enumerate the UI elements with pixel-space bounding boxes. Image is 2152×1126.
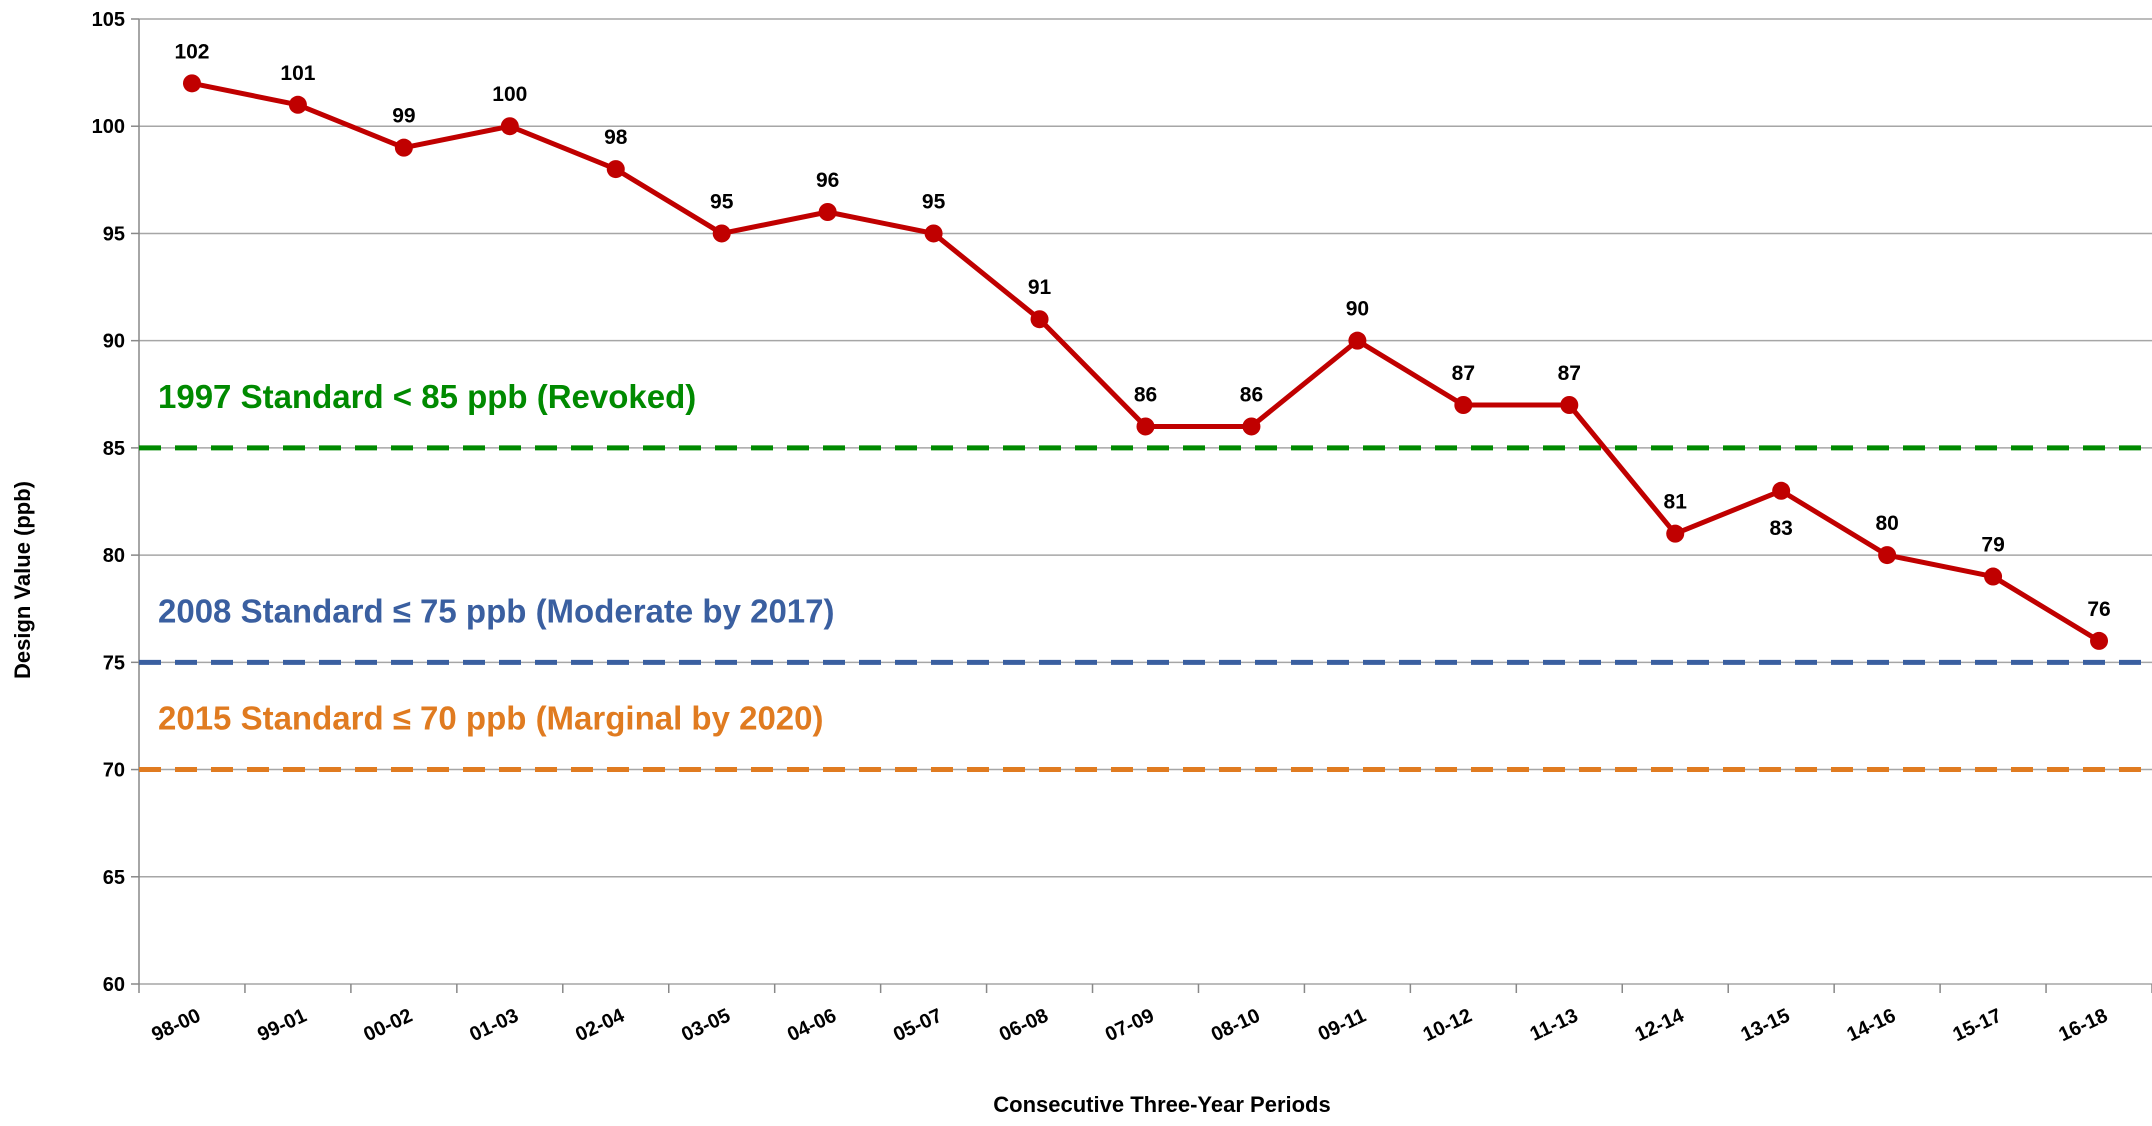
reference-label: 2015 Standard ≤ 70 ppb (Marginal by 2020… — [158, 700, 824, 737]
data-point — [500, 117, 519, 136]
data-point — [924, 224, 943, 243]
data-label: 102 — [174, 40, 209, 63]
data-label: 87 — [1558, 362, 1581, 385]
series-line — [191, 80, 2101, 644]
y-tick-label: 80 — [103, 545, 125, 567]
data-point — [288, 95, 307, 114]
y-tick-label: 105 — [92, 9, 125, 31]
data-label: 79 — [1981, 534, 2004, 557]
x-tick-label: 02-04 — [572, 1004, 628, 1046]
data-label: 95 — [710, 190, 734, 213]
x-tick-label: 11-13 — [1527, 1005, 1582, 1046]
x-tick-label: 04-06 — [784, 1005, 840, 1047]
data-point — [712, 224, 731, 243]
x-tick-label: 16-18 — [2055, 1005, 2111, 1047]
data-label: 86 — [1134, 383, 1157, 406]
y-tick-label: 65 — [103, 867, 125, 889]
x-tick-label: 12-14 — [1632, 1004, 1688, 1046]
x-tick-label: 03-05 — [678, 1005, 734, 1047]
reference-label: 1997 Standard < 85 ppb (Revoked) — [158, 378, 696, 415]
x-tick-label: 10-12 — [1420, 1005, 1476, 1047]
data-label: 101 — [280, 62, 315, 85]
data-point — [1666, 524, 1685, 543]
data-point — [1878, 546, 1897, 565]
data-label: 87 — [1452, 362, 1475, 385]
x-tick-label: 06-08 — [996, 1005, 1052, 1047]
data-point — [818, 203, 837, 221]
data-point — [1772, 481, 1791, 500]
x-tick-label: 14-16 — [1844, 1005, 1900, 1047]
data-point — [606, 160, 625, 179]
data-label: 96 — [816, 169, 839, 192]
x-tick-label: 09-11 — [1315, 1005, 1370, 1046]
data-label: 81 — [1664, 491, 1688, 514]
data-label: 99 — [392, 105, 415, 128]
x-tick-label: 00-02 — [360, 1005, 416, 1047]
data-label: 98 — [604, 126, 628, 149]
x-tick-label: 08-10 — [1208, 1005, 1264, 1047]
data-label: 76 — [2087, 598, 2110, 621]
data-point — [182, 74, 201, 93]
data-label: 95 — [922, 190, 946, 213]
y-tick-label: 95 — [103, 223, 125, 245]
data-point — [2090, 631, 2109, 650]
data-point — [394, 138, 413, 157]
reference-label: 2008 Standard ≤ 75 ppb (Moderate by 2017… — [158, 592, 835, 629]
y-tick-label: 100 — [92, 116, 125, 138]
y-tick-label: 75 — [103, 652, 125, 674]
data-label: 83 — [1770, 517, 1793, 540]
y-tick-label: 70 — [103, 760, 125, 782]
data-point — [1030, 310, 1049, 329]
data-label: 86 — [1240, 383, 1263, 406]
data-label: 100 — [492, 83, 527, 106]
x-axis-label: Consecutive Three-Year Periods — [993, 1092, 1330, 1117]
data-point — [1242, 417, 1261, 436]
data-label: 90 — [1346, 298, 1369, 321]
y-tick-label: 85 — [103, 438, 125, 460]
data-point — [1136, 417, 1155, 436]
data-point — [1348, 331, 1367, 350]
data-point — [1454, 396, 1473, 414]
y-tick-label: 60 — [103, 974, 125, 996]
x-tick-label: 13-15 — [1738, 1005, 1794, 1047]
y-axis-label: Design Value (ppb) — [10, 481, 35, 679]
x-tick-label: 15-17 — [1950, 1005, 2006, 1047]
data-point — [1984, 567, 2003, 586]
x-tick-label: 01-03 — [466, 1005, 522, 1047]
x-tick-label: 05-07 — [890, 1005, 946, 1047]
x-tick-label: 99-01 — [254, 1005, 310, 1047]
x-tick-label: 98-00 — [148, 1005, 204, 1047]
x-tick-label: 07-09 — [1102, 1005, 1158, 1047]
data-label: 80 — [1875, 512, 1898, 535]
data-label: 91 — [1028, 276, 1052, 299]
data-point — [1560, 396, 1579, 414]
y-tick-label: 90 — [103, 331, 125, 353]
